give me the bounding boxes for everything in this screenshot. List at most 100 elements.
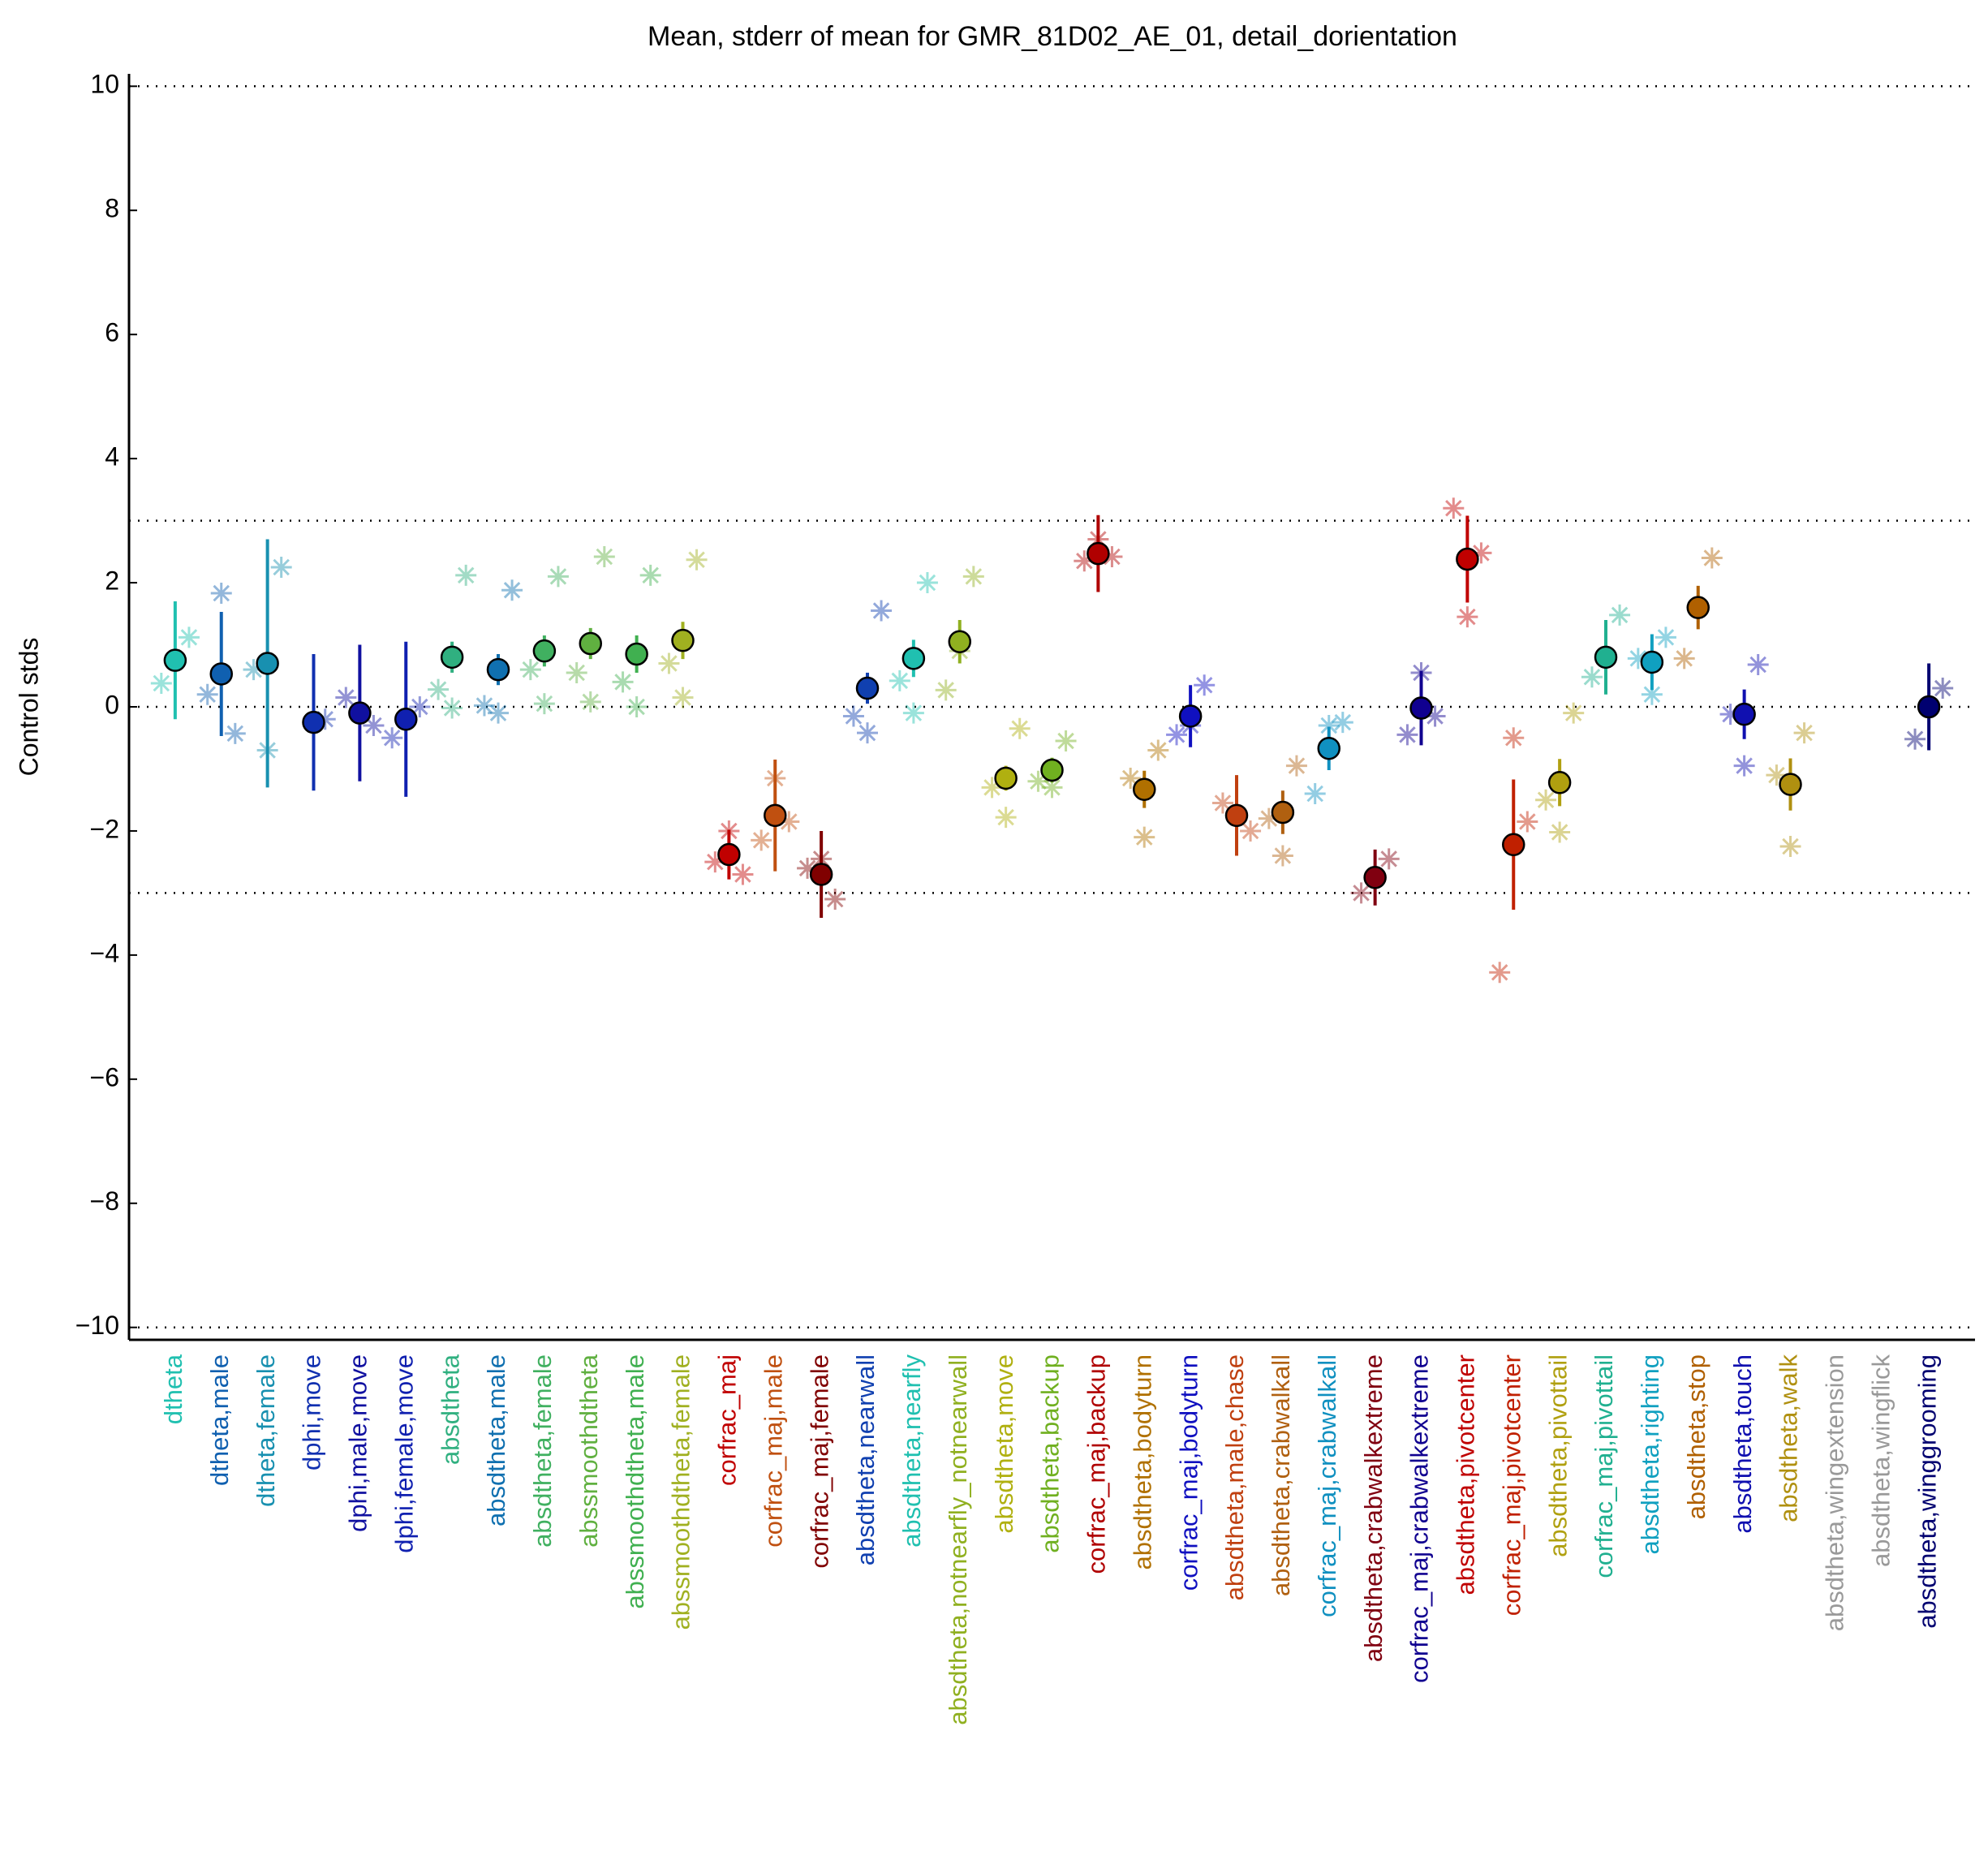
mean-marker: [1317, 736, 1340, 760]
point-marker: [871, 600, 893, 622]
x-tick-label: absdtheta,move: [990, 1354, 1018, 1534]
point-marker: [363, 714, 385, 736]
x-tick-label: absdtheta,nearwall: [851, 1354, 880, 1565]
x-tick-label: absdtheta,notnearfly_notnearwall: [944, 1354, 972, 1725]
mean-marker: [809, 863, 833, 886]
mean-marker: [394, 708, 418, 731]
point-marker: [1549, 821, 1571, 843]
point-marker: [519, 659, 541, 681]
point-marker: [1747, 654, 1769, 675]
x-tick-label: dphi,move: [298, 1354, 326, 1470]
y-tick-label: −6: [90, 1062, 119, 1091]
x-tick-label: absdtheta,wingflick: [1866, 1354, 1895, 1567]
point-marker: [441, 697, 463, 719]
mean-marker: [1271, 800, 1295, 825]
point-marker: [335, 687, 357, 708]
point-marker: [1041, 777, 1063, 799]
y-tick-label: 4: [105, 442, 119, 471]
x-tick-label: dphi,male,move: [344, 1354, 372, 1532]
point-marker: [1733, 755, 1755, 777]
x-tick-label: abssmoothdtheta,female: [667, 1354, 695, 1630]
x-tick-label: dphi,female,move: [389, 1354, 418, 1553]
mean-marker: [994, 766, 1018, 790]
point-marker: [455, 564, 477, 586]
point-marker: [686, 549, 708, 570]
x-tick-label: absdtheta: [436, 1354, 464, 1465]
point-marker: [196, 683, 218, 705]
point-marker: [1581, 666, 1603, 688]
x-tick-label: absdtheta,crabwalkall: [1267, 1354, 1295, 1596]
mean-marker: [625, 642, 648, 666]
point-marker: [314, 708, 336, 730]
point-marker: [1627, 648, 1649, 670]
mean-marker: [440, 645, 464, 670]
point-marker: [579, 691, 601, 713]
mean-marker: [764, 803, 787, 828]
point-marker: [1517, 811, 1538, 833]
point-marker: [889, 670, 910, 691]
point-marker: [902, 702, 924, 724]
point-marker: [1489, 962, 1511, 984]
x-tick-label: absdtheta,crabwalkextreme: [1359, 1354, 1388, 1662]
mean-marker: [1456, 547, 1479, 571]
point-marker: [210, 583, 232, 605]
mean-marker: [1133, 777, 1156, 801]
point-marker: [224, 722, 246, 744]
x-tick-label: corfrac_maj,pivotcenter: [1497, 1354, 1525, 1616]
mean-marker: [901, 647, 926, 670]
point-marker: [1457, 606, 1478, 628]
point-marker: [1673, 648, 1695, 670]
point-marker: [797, 857, 819, 879]
point-marker: [566, 661, 587, 683]
mean-marker: [348, 701, 372, 725]
x-tick-label: corfrac_maj,male: [759, 1354, 787, 1548]
x-tick-label: corfrac_maj,pivottail: [1590, 1354, 1618, 1578]
point-marker: [995, 807, 1017, 829]
mean-marker: [209, 662, 233, 686]
x-tick-label: abssmoothdtheta: [574, 1354, 603, 1548]
point-marker: [150, 672, 172, 694]
x-tick-label: corfrac_maj,female: [805, 1354, 833, 1569]
mean-marker: [579, 631, 602, 656]
chart-title: Mean, stderr of mean for GMR_81D02_AE_01…: [648, 21, 1457, 52]
y-tick-label: −10: [75, 1311, 119, 1340]
point-marker: [1101, 545, 1123, 567]
x-tick-label: absdtheta,touch: [1728, 1354, 1757, 1534]
point-marker: [501, 579, 523, 601]
x-tick-label: absdtheta,nearfly: [897, 1354, 926, 1548]
point-marker: [1318, 714, 1340, 736]
x-tick-label: corfrac_maj,bodyturn: [1174, 1354, 1203, 1591]
mean-marker: [1686, 596, 1710, 619]
y-tick-label: 0: [105, 690, 119, 719]
x-tick-label: absdtheta,backup: [1036, 1354, 1065, 1553]
point-marker: [1655, 626, 1676, 648]
point-marker: [473, 695, 495, 717]
point-marker: [409, 696, 431, 717]
x-tick-label: absdtheta,female: [528, 1354, 557, 1548]
point-marker: [1258, 807, 1280, 829]
point-marker: [857, 722, 878, 744]
point-marker: [1332, 712, 1353, 734]
point-marker: [270, 556, 292, 578]
point-marker: [381, 727, 403, 749]
x-tick-label: absdtheta,winggrooming: [1913, 1354, 1941, 1629]
point-marker: [842, 705, 864, 727]
x-tick-label: corfrac_maj: [713, 1354, 742, 1486]
point-marker: [1719, 704, 1741, 725]
x-tick-label: corfrac_maj,crabwalkall: [1313, 1354, 1341, 1617]
x-tick-label: absdtheta,male: [482, 1354, 510, 1526]
x-tick-label: dtheta,male: [205, 1354, 234, 1486]
point-marker: [547, 566, 569, 588]
mean-marker: [1363, 866, 1387, 889]
point-marker: [1147, 739, 1169, 761]
x-tick-label: absdtheta,bodyturn: [1128, 1354, 1156, 1569]
point-marker: [732, 863, 754, 885]
mean-marker: [486, 657, 510, 682]
point-marker: [672, 687, 694, 708]
point-marker: [1396, 724, 1418, 746]
point-marker: [1641, 683, 1663, 705]
point-marker: [1793, 722, 1815, 744]
point-marker: [1194, 674, 1216, 696]
point-marker: [428, 678, 450, 700]
mean-marker: [1917, 695, 1941, 719]
